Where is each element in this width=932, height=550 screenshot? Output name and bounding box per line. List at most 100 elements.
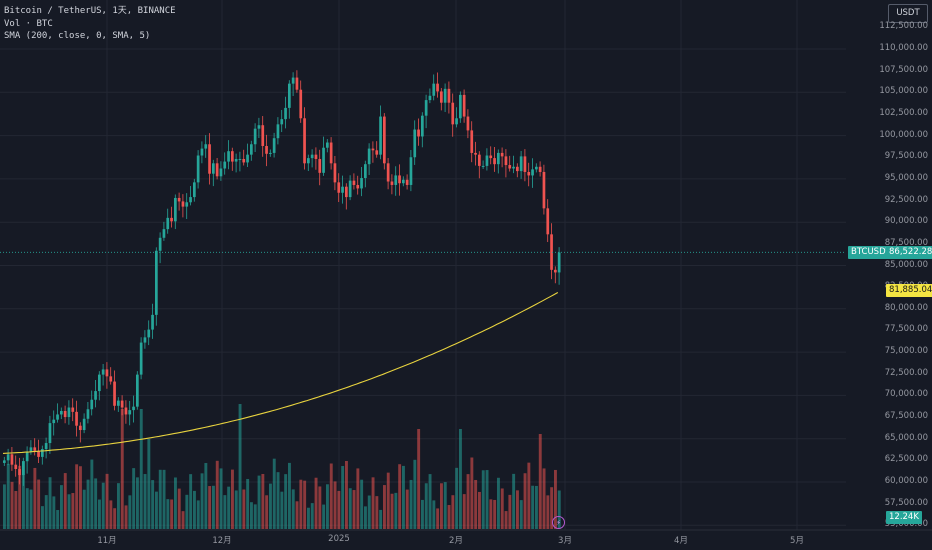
candle-body (60, 410, 63, 415)
candle-body (394, 175, 398, 185)
candle-body (250, 144, 253, 155)
volume-bar (113, 508, 117, 529)
volume-bar (242, 489, 246, 529)
volume-bar (405, 489, 409, 529)
volume-bar (204, 463, 208, 529)
time-axis-label: 3月 (558, 536, 572, 546)
volume-bar (56, 510, 60, 529)
lightning-icon[interactable]: ⚡ (552, 516, 565, 529)
volume-bar (223, 495, 227, 529)
price-axis-label: 55,000.00 (884, 519, 928, 530)
sma-indicator-label[interactable]: SMA (200, close, 0, SMA, 5) (4, 31, 151, 41)
volume-bar (25, 488, 29, 529)
price-axis-label: 77,500.00 (884, 324, 928, 335)
volume-bar (329, 463, 333, 529)
candle-body (402, 179, 405, 184)
candle-body (333, 163, 337, 183)
candle-body (318, 158, 322, 173)
volume-bar (82, 489, 86, 529)
time-axis-label: 11月 (97, 536, 117, 546)
price-axis-label: 110,000.00 (879, 43, 928, 53)
volume-bar (44, 495, 48, 529)
volume-bar (322, 504, 326, 529)
candle-body (356, 184, 360, 189)
candle-body (120, 400, 124, 408)
volume-bar (3, 484, 6, 529)
volume-bar (147, 439, 151, 529)
volume-bar (451, 495, 455, 529)
candle-body (443, 88, 447, 103)
volume-bar (546, 495, 550, 529)
time-axis-label: 4月 (674, 536, 688, 546)
volume-bar (33, 467, 37, 529)
candle-body (383, 116, 386, 164)
volume-bar (60, 485, 63, 529)
volume-bar (185, 494, 189, 529)
price-axis-label: 102,500.00 (879, 107, 928, 118)
candle-body (193, 182, 196, 198)
candle-body (459, 94, 462, 119)
candle-body (405, 179, 409, 185)
volume-bar (177, 488, 181, 529)
volume-bar (481, 470, 485, 529)
volume-bar (124, 505, 128, 529)
volume-bar (459, 429, 462, 529)
currency-button[interactable]: USDT (888, 4, 928, 23)
candle-body (390, 181, 394, 185)
volume-bar (98, 499, 101, 529)
volume-indicator-label[interactable]: Vol · BTC (4, 18, 53, 29)
candle-body (440, 91, 443, 103)
volume-bar (519, 500, 523, 529)
candle-body (44, 443, 48, 450)
volume-bar (155, 491, 158, 529)
candle-body (337, 182, 341, 193)
time-axis-label: 2025 (328, 534, 350, 544)
volume-bar (291, 489, 295, 529)
volume-bar (493, 499, 497, 529)
volume-bar (193, 490, 196, 529)
candle-body (409, 157, 413, 185)
volume-bar (512, 473, 516, 529)
volume-bar (71, 493, 75, 529)
candle-body (261, 125, 265, 146)
volume-bar (310, 503, 314, 529)
candle-body (98, 374, 101, 392)
candle-body (170, 217, 173, 222)
volume-bar (212, 485, 215, 529)
volume-bar (200, 473, 204, 529)
volume-bar (139, 409, 143, 529)
volume-bar (170, 499, 174, 529)
candle-body (113, 381, 116, 406)
price-axis-label: 97,500.00 (884, 151, 928, 162)
volume-bar (253, 504, 257, 529)
candle-body (257, 125, 261, 129)
symbol-title[interactable]: Bitcoin / TetherUS, 1天, BINANCE (4, 6, 176, 16)
candle-body (523, 156, 527, 172)
volume-bar (341, 466, 345, 529)
price-axis-label: 80,000.00 (884, 302, 928, 313)
volume-bar (326, 484, 329, 529)
candle-body (234, 158, 238, 162)
volume-bar (227, 486, 231, 529)
candle-body (101, 369, 105, 375)
candle-body (90, 399, 94, 410)
candle-body (82, 418, 86, 431)
candle-body (86, 409, 90, 419)
volume-bar (284, 474, 288, 529)
volume-bar (215, 460, 219, 529)
volume-bar (6, 463, 10, 529)
candle-body (242, 158, 246, 163)
volume-bar (90, 459, 94, 529)
candle-body (246, 154, 249, 163)
volume-bar (219, 468, 223, 529)
candle-body (41, 449, 44, 457)
candle-body (341, 186, 344, 193)
candle-body (398, 175, 401, 184)
candle-body (497, 152, 500, 165)
candle-body (428, 95, 432, 101)
volume-bar (238, 404, 242, 529)
candle-body (367, 148, 371, 165)
price-axis-label: 85,000.00 (884, 259, 928, 270)
